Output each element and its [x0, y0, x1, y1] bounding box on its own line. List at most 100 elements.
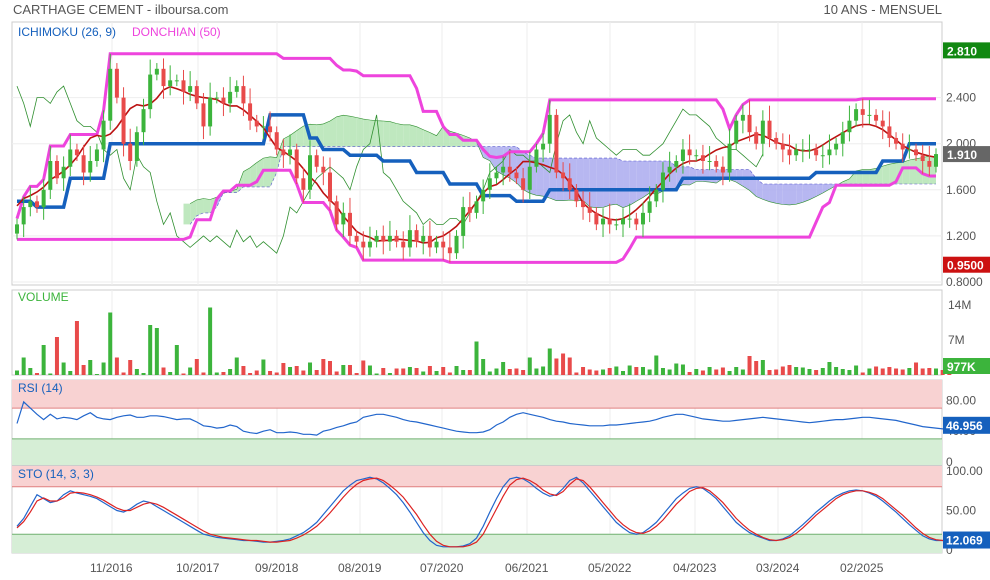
candle-body	[674, 161, 679, 167]
candle-body	[514, 172, 519, 179]
volume-bar	[467, 370, 472, 375]
ichimoku-cloud	[583, 158, 590, 207]
kijun-line	[17, 113, 936, 209]
candle-body	[487, 178, 492, 190]
volume-bar	[847, 370, 852, 375]
volume-bar	[527, 357, 532, 375]
candle-body	[660, 172, 665, 190]
y-tick-label: 0.8000	[946, 275, 983, 289]
ichimoku-cloud	[356, 117, 364, 147]
ichimoku-cloud	[596, 158, 604, 208]
legend-donchian: DONCHIAN (50)	[132, 25, 221, 39]
volume-bar	[421, 371, 426, 375]
volume-bar	[720, 367, 725, 375]
candle-body	[927, 161, 932, 167]
volume-bar	[614, 366, 619, 375]
sto-title: STO (14, 3, 3)	[18, 467, 94, 481]
volume-bar	[134, 369, 139, 375]
volume-bar	[88, 360, 93, 375]
candle-body	[754, 132, 759, 144]
candle-body	[421, 235, 426, 242]
candle-body	[141, 109, 146, 133]
candle-body	[274, 132, 279, 150]
volume-bar	[607, 368, 612, 375]
ichimoku-cloud	[882, 164, 890, 185]
candle-body	[228, 91, 233, 104]
ichimoku-cloud	[336, 115, 344, 147]
chart-title: CARTHAGE CEMENT - ilboursa.com	[13, 2, 229, 17]
volume-bar	[347, 365, 352, 375]
volume-bar	[201, 372, 206, 375]
volume-bar	[41, 345, 46, 375]
volume-bar	[627, 365, 632, 375]
candle-body	[614, 224, 619, 226]
candle-body	[654, 189, 659, 202]
candle-body	[381, 235, 386, 242]
candle-body	[321, 166, 326, 173]
ichimoku-cloud	[329, 116, 337, 147]
volume-tag: 977K	[947, 360, 976, 374]
price-high-tag-bg	[943, 42, 990, 59]
candle-body	[374, 235, 379, 242]
ichimoku-cloud	[802, 184, 810, 203]
ichimoku-cloud	[623, 161, 630, 208]
ichimoku-cloud	[762, 184, 770, 202]
volume-bar	[221, 372, 226, 375]
candle-body	[581, 201, 586, 208]
candle-body	[88, 161, 93, 173]
volume-bar	[594, 370, 599, 375]
candle-body	[554, 114, 559, 173]
volume-bar	[494, 368, 499, 375]
volume-bar	[840, 369, 845, 375]
ichimoku-cloud	[796, 184, 803, 205]
volume-bar	[281, 363, 286, 375]
candle-body	[734, 120, 739, 144]
volume-bar	[21, 357, 26, 375]
volume-title: VOLUME	[18, 290, 69, 304]
sto-tick: 100.00	[946, 464, 983, 478]
volume-bar	[128, 360, 133, 375]
sto-tick: 0	[946, 543, 953, 557]
candle-body	[94, 149, 99, 161]
volume-bar	[394, 368, 399, 375]
volume-bar	[308, 362, 313, 375]
volume-bar	[234, 357, 239, 375]
candle-body	[640, 212, 645, 225]
donchian-upper-line	[15, 52, 936, 220]
volume-bar	[780, 366, 785, 375]
candle-body	[907, 149, 912, 151]
candle-body	[607, 218, 612, 225]
x-tick-label: 09/2018	[255, 561, 299, 575]
candle-body	[594, 212, 599, 225]
candle-body	[880, 120, 885, 127]
volume-bar	[621, 371, 626, 375]
volume-bar	[900, 369, 905, 375]
candle-body	[774, 137, 779, 144]
candle-body	[54, 161, 59, 179]
candle-body	[740, 114, 745, 121]
candle-body	[15, 224, 19, 234]
volume-bar	[28, 368, 33, 375]
volume-bar	[288, 367, 293, 375]
candle-body	[914, 149, 919, 156]
candle-body	[854, 109, 859, 121]
volume-bar	[34, 373, 39, 375]
volume-bar	[121, 372, 126, 375]
volume-bar	[387, 373, 392, 375]
candle-body	[387, 235, 392, 242]
volume-bar	[754, 361, 759, 375]
candle-body	[454, 235, 459, 254]
candle-body	[601, 218, 606, 225]
volume-bar	[521, 370, 526, 375]
volume-bar	[327, 361, 332, 375]
candle-body	[860, 109, 865, 115]
candle-body	[294, 149, 299, 179]
ichimoku-cloud	[616, 158, 624, 208]
ichimoku-cloud	[769, 184, 777, 204]
volume-bar	[787, 365, 792, 375]
volume-bar	[341, 365, 346, 375]
price-low-tag: 0.9500	[947, 259, 984, 273]
volume-bar	[654, 355, 659, 375]
volume-tick-14m: 14M	[948, 298, 971, 312]
